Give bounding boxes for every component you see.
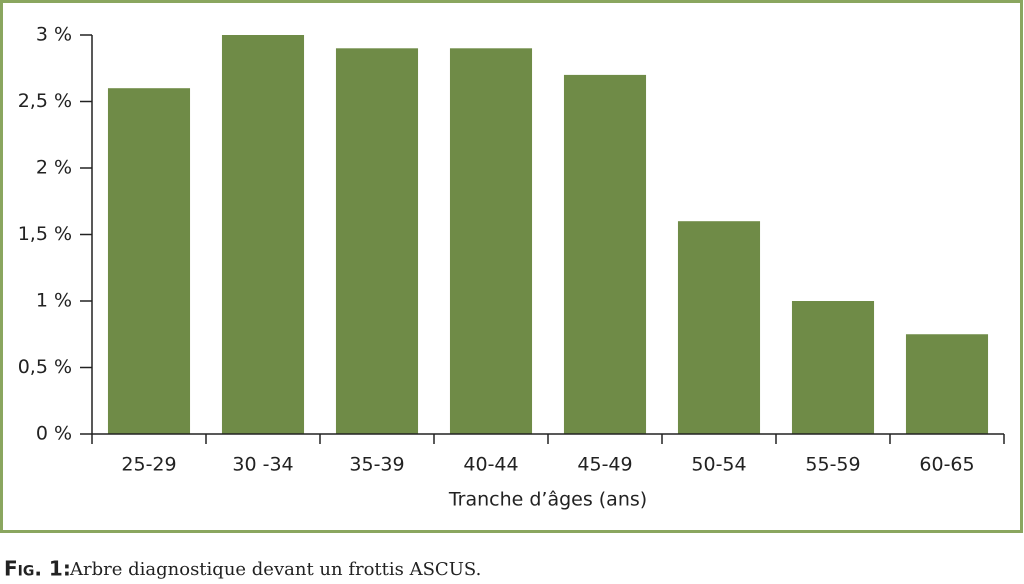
bar bbox=[563, 74, 647, 435]
bar bbox=[107, 88, 191, 434]
y-tick-label: 3 % bbox=[36, 24, 72, 46]
caption-label: Fig. 1: bbox=[4, 557, 71, 581]
y-tick-label: 0,5 % bbox=[18, 356, 72, 378]
bar bbox=[791, 301, 875, 434]
bar bbox=[905, 334, 989, 434]
y-tick-label: 1 % bbox=[36, 290, 72, 312]
x-tick-label: 25-29 bbox=[121, 454, 176, 476]
bar bbox=[221, 35, 305, 434]
x-tick-label: 55-59 bbox=[805, 454, 860, 476]
x-tick-label: 45-49 bbox=[577, 454, 632, 476]
bar bbox=[449, 48, 533, 435]
bar bbox=[677, 221, 761, 434]
bar bbox=[335, 48, 419, 435]
y-tick-label: 0 % bbox=[36, 423, 72, 445]
caption-text: Arbre diagnostique devant un frottis ASC… bbox=[69, 559, 481, 580]
x-tick-label: 35-39 bbox=[349, 454, 404, 476]
x-tick-label: 30 -34 bbox=[232, 454, 293, 476]
x-tick-label: 60-65 bbox=[919, 454, 974, 476]
x-axis-title: Tranche d’âges (ans) bbox=[448, 489, 647, 511]
y-tick-label: 2 % bbox=[36, 157, 72, 179]
x-tick-label: 40-44 bbox=[463, 454, 518, 476]
x-tick-label: 50-54 bbox=[691, 454, 746, 476]
y-tick-label: 2,5 % bbox=[18, 90, 72, 112]
y-tick-label: 1,5 % bbox=[18, 223, 72, 245]
frame bbox=[0, 0, 1023, 533]
